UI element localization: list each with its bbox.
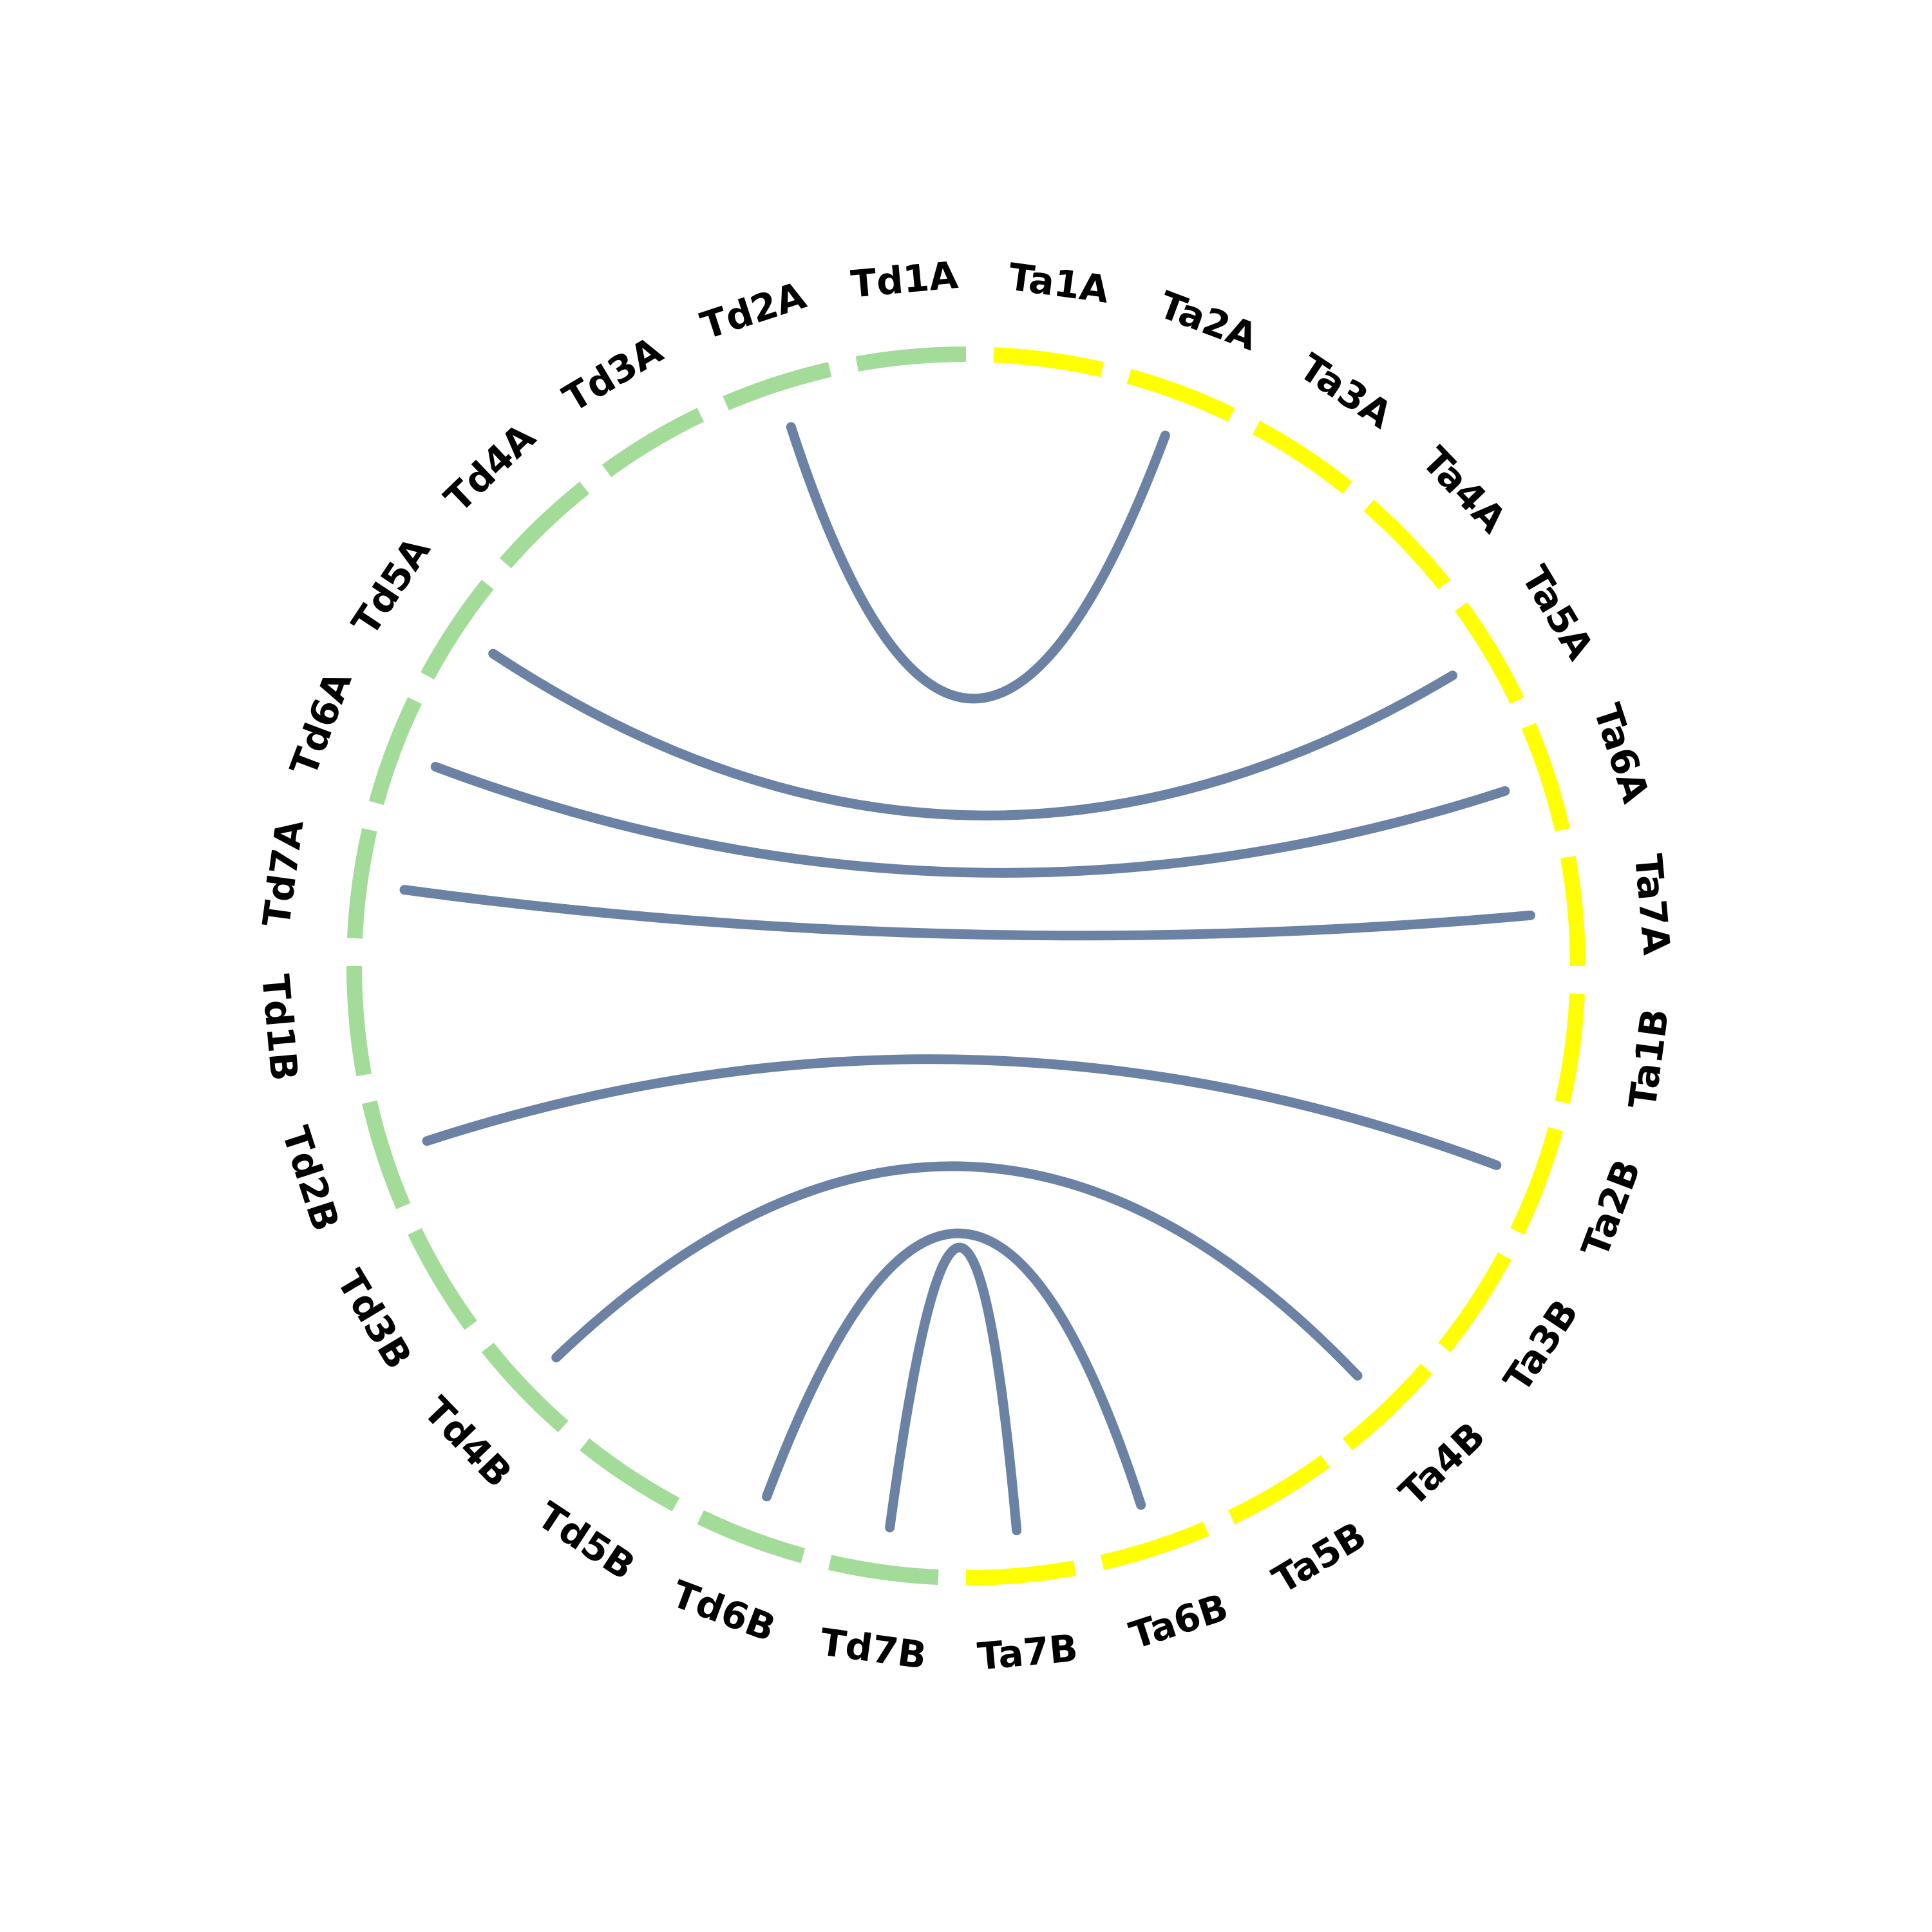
segment-td7b (828, 1555, 939, 1586)
segment-ta7a (1560, 855, 1586, 967)
label-ta6b: Ta6B (1124, 1585, 1233, 1658)
segment-td1b (346, 965, 372, 1077)
segment-ta2b (1510, 1126, 1564, 1235)
link-td7b-ta7b (885, 1242, 1022, 1535)
label-td6b: Td6B (666, 1572, 781, 1651)
label-ta4b: Ta4B (1390, 1414, 1493, 1515)
label-td6a: Td6A (281, 666, 360, 782)
segment-ta6b (1100, 1521, 1209, 1570)
segment-ta7b (965, 1560, 1077, 1586)
segment-ta6a (1521, 723, 1570, 832)
label-ta1b: Ta1B (1620, 1006, 1677, 1112)
label-td2b: Td2B (273, 1121, 348, 1236)
label-td3a: Td3A (556, 328, 670, 421)
segment-ta4a (1363, 499, 1451, 590)
segment-td2a (723, 362, 832, 411)
segment-td6a (368, 697, 422, 806)
segment-ta5a (1455, 601, 1524, 705)
segments-layer (346, 346, 1586, 1586)
label-ta1a: Ta1A (1006, 255, 1112, 312)
label-ta2a: Ta2A (1153, 283, 1263, 359)
label-td5b: Td5B (529, 1493, 643, 1589)
label-ta3b: Ta3B (1495, 1292, 1587, 1399)
label-td5a: Td5A (343, 529, 439, 643)
segment-td4a (499, 481, 590, 569)
segment-ta4b (1342, 1363, 1433, 1451)
segment-ta1b (1555, 993, 1586, 1104)
segment-td3a (601, 408, 705, 477)
segment-td4b (481, 1342, 569, 1433)
segment-td2b (362, 1100, 411, 1209)
links-layer (399, 422, 1535, 1535)
link-td6b-ta6b (762, 1228, 1146, 1510)
segment-td5b (580, 1438, 680, 1511)
label-td4b: Td4B (415, 1388, 521, 1496)
segment-ta1a (993, 346, 1104, 377)
link-td5a-ta5a (488, 649, 1458, 820)
label-td4a: Td4A (436, 415, 544, 520)
label-ta6a: Ta6A (1585, 699, 1658, 808)
label-ta2b: Ta2B (1573, 1153, 1649, 1263)
label-td3b: Td3B (328, 1262, 421, 1376)
segment-td3b (408, 1227, 477, 1331)
link-td6a-ta6a (430, 762, 1510, 878)
label-td7a: Td7A (254, 817, 312, 929)
segment-ta2a (1126, 368, 1235, 422)
segment-td5a (421, 580, 494, 680)
segment-ta3b (1438, 1252, 1511, 1352)
label-ta5a: Ta5A (1513, 558, 1602, 667)
label-ta7a: Ta7A (1626, 852, 1679, 956)
segment-td6b (697, 1510, 806, 1564)
link-td2a-ta2a (786, 422, 1170, 704)
link-td2b-ta2b (422, 1054, 1502, 1170)
label-td1a: Td1A (849, 253, 960, 307)
segment-ta3a (1252, 421, 1352, 494)
label-ta4a: Ta4A (1414, 439, 1515, 542)
segment-ta5b (1227, 1455, 1331, 1524)
label-td7b: Td7B (817, 1620, 929, 1678)
label-td1b: Td1B (253, 972, 307, 1083)
label-td2a: Td2A (696, 273, 811, 348)
label-ta5b: Ta5B (1265, 1513, 1374, 1602)
link-td4b-ta4b (551, 1161, 1363, 1381)
segment-td1a (855, 346, 967, 372)
label-ta3a: Ta3A (1292, 345, 1400, 437)
segment-td7a (346, 828, 377, 939)
label-ta7b: Ta7B (976, 1626, 1079, 1679)
link-td7a-ta7a (399, 885, 1535, 941)
